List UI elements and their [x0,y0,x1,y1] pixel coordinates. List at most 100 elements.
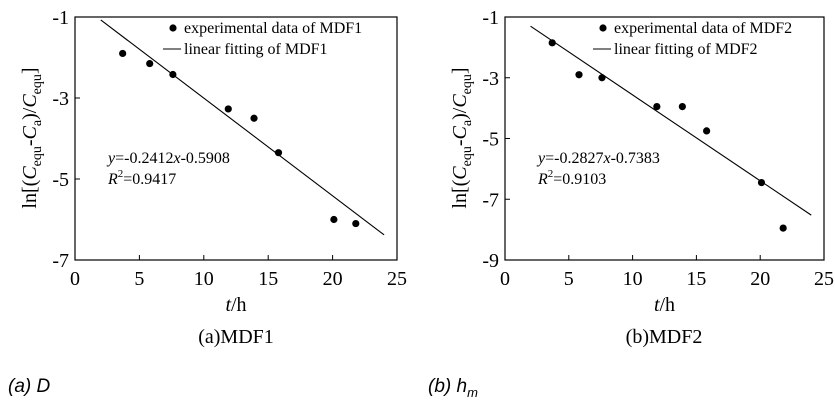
legend-marker-points [169,24,177,32]
fit-r2: R2=0.9103 [537,168,606,188]
x-tick-label: 15 [258,268,278,290]
eq-const: -0.7383 [611,150,660,167]
y-label-c: C [449,125,471,139]
y-label-c: C [19,94,41,108]
data-point [274,149,283,157]
y-label-c: C [449,94,471,108]
x-tick-label: 25 [387,268,407,290]
data-point [352,219,360,228]
panel-a: 0 5 10 15 20 25-1-3-5-7t/h(a)MDF1ln[(Cequ-Ca)… [19,7,407,348]
y-label-sub: equ [30,146,45,166]
x-tick-label: 10 [623,268,643,290]
data-point [330,215,338,224]
y-label-part: ln[( [449,179,471,208]
y-label-part: ln[( [19,179,41,208]
panel-caption: (b)MDF2 [626,326,703,348]
x-axis-label-var: t [225,294,231,316]
panel-b: 0 5 10 15 20 25-1-3-5-7-9t/h(b)MDF2ln[(Cequ-C… [449,7,834,348]
data-point [146,59,154,68]
data-point [575,71,583,79]
x-tick-label: 5 [564,268,574,290]
y-tick-label: -5 [52,169,69,191]
subcaption-b-letter: (b) [428,376,452,397]
y-label-c: C [449,166,471,180]
y-tick-label: -1 [52,7,69,29]
x-tick-label: 15 [686,268,706,290]
data-point [119,49,127,58]
subcaption-b-subscript: m [467,384,478,400]
y-label-c: C [19,125,41,139]
y-tick-label: -3 [52,88,69,110]
y-tick-label: -1 [482,7,499,29]
data-point [224,105,232,113]
data-point [653,103,661,111]
y-axis-label: ln[(Cequ-Ca)/Cequ] [19,67,45,208]
fit-equation: y=-0.2827x-0.7383 [536,150,660,167]
x-axis-label-unit: /h [660,294,676,316]
r2-exponent: 2 [548,168,554,180]
data-point [757,178,766,187]
legend-label-line: linear fitting of MDF2 [614,41,758,58]
y-axis-label: ln[(Cequ-Ca)/Cequ] [449,67,475,208]
subcaption-a-letter: (a) [8,376,32,397]
y-tick-label: -5 [482,129,499,151]
x-tick-label: 20 [750,268,770,290]
data-point [678,103,686,111]
eq-x: x [172,150,180,167]
y-label-sub: equ [30,74,45,94]
r2-symbol: R [107,171,118,188]
x-tick-label: 5 [134,268,144,290]
eq-y: y [536,150,546,167]
eq-x: x [602,150,610,167]
x-tick-label: 20 [323,268,343,290]
r2-symbol: R [537,171,548,188]
data-point [169,70,177,79]
y-label-part: - [19,139,41,146]
y-label-c: C [19,166,41,180]
y-label-part: - [449,139,471,146]
y-tick-label: -3 [482,68,499,90]
subcaption-b-symbol: h [456,376,468,397]
x-tick-label: 0 [500,268,510,290]
y-tick-label: -9 [482,250,499,272]
data-point [250,114,258,122]
r2-value: =0.9417 [123,171,176,188]
subcaption-b: (b) hm [428,376,478,400]
eq-y: y [106,150,116,167]
x-axis-label: t/h [225,294,246,316]
eq-coef: =-0.2412 [115,150,173,167]
r2-exponent: 2 [118,168,124,180]
data-point [703,127,711,135]
panel-caption: (a)MDF1 [198,326,274,348]
x-tick-label: 10 [194,268,214,290]
y-label-part: )/ [449,107,471,120]
subcaption-a-symbol: D [36,376,51,397]
x-tick-label: 25 [814,268,834,290]
eq-const: -0.5908 [181,150,230,167]
plot-frame [74,16,398,261]
fit-r2: R2=0.9417 [107,168,176,188]
legend-label-points: experimental data of MDF1 [184,20,362,37]
y-label-part: )/ [19,107,41,120]
data-point [548,39,556,47]
y-label-part: ] [19,67,41,74]
eq-coef: =-0.2827 [545,150,603,167]
x-axis-label-unit: /h [231,294,247,316]
y-label-sub: a [30,119,45,126]
subcaption-a: (a) D [8,376,50,398]
x-tick-label: 0 [70,268,80,290]
fit-equation: y=-0.2412x-0.5908 [106,150,230,167]
legend-label-points: experimental data of MDF2 [614,20,792,37]
y-label-sub: equ [460,146,475,166]
x-axis-label-var: t [654,294,660,316]
y-label-sub: a [460,119,475,126]
r2-value: =0.9103 [553,171,606,188]
legend-marker-points [599,24,607,32]
data-point [779,224,787,232]
y-tick-label: -7 [482,189,499,211]
y-label-sub: equ [460,74,475,94]
legend-label-line: linear fitting of MDF1 [184,41,328,58]
y-tick-label: -7 [52,250,69,272]
fit-line [100,19,385,236]
